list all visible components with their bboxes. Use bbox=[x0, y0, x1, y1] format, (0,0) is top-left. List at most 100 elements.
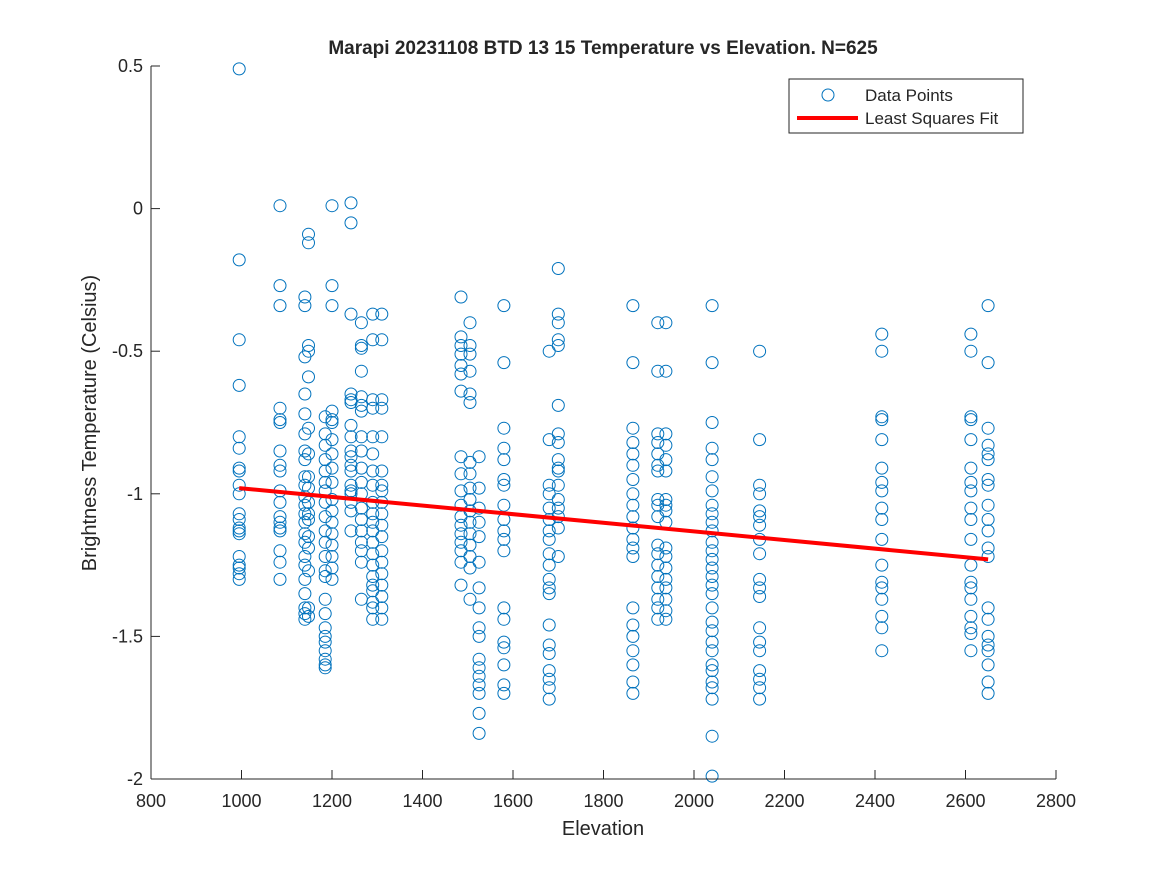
data-point bbox=[375, 401, 389, 415]
data-point bbox=[232, 464, 246, 478]
data-point bbox=[981, 686, 995, 700]
data-point bbox=[875, 484, 889, 498]
data-point bbox=[659, 427, 673, 441]
data-point bbox=[273, 458, 287, 472]
data-point bbox=[354, 316, 368, 330]
data-point bbox=[375, 590, 389, 603]
data-point bbox=[375, 578, 389, 592]
data-point bbox=[659, 453, 673, 467]
x-tick-label: 2000 bbox=[674, 791, 714, 811]
data-point bbox=[705, 664, 719, 678]
data-point bbox=[626, 356, 640, 370]
data-point bbox=[542, 524, 556, 538]
data-point bbox=[753, 581, 767, 595]
data-point bbox=[651, 427, 665, 441]
data-point bbox=[298, 527, 312, 541]
data-point bbox=[705, 356, 719, 370]
data-point bbox=[651, 464, 665, 478]
data-point bbox=[354, 535, 368, 549]
x-tick-label: 1800 bbox=[583, 791, 623, 811]
data-point bbox=[651, 538, 665, 552]
data-point bbox=[298, 444, 312, 458]
data-point bbox=[344, 196, 358, 210]
data-point bbox=[964, 475, 978, 489]
data-point bbox=[551, 339, 565, 352]
data-point bbox=[981, 356, 995, 370]
data-point bbox=[964, 513, 978, 526]
legend-marker-data-points bbox=[821, 88, 835, 102]
data-point bbox=[472, 652, 486, 666]
data-point bbox=[964, 532, 978, 546]
data-point bbox=[463, 515, 477, 529]
legend-box bbox=[788, 78, 1024, 134]
data-point bbox=[302, 564, 315, 578]
data-point bbox=[354, 501, 368, 515]
data-point bbox=[753, 635, 767, 649]
data-point bbox=[626, 629, 640, 643]
data-point bbox=[273, 515, 287, 529]
data-point bbox=[463, 467, 477, 481]
data-point bbox=[542, 478, 556, 492]
data-point bbox=[964, 433, 978, 447]
data-point bbox=[232, 513, 246, 526]
data-point bbox=[705, 484, 719, 498]
data-point bbox=[551, 521, 565, 535]
data-point bbox=[232, 572, 246, 586]
data-point bbox=[318, 564, 332, 578]
data-point bbox=[875, 327, 889, 341]
data-point bbox=[705, 535, 719, 549]
data-point bbox=[302, 344, 315, 358]
y-tick-label: -1.5 bbox=[112, 626, 143, 646]
data-point bbox=[551, 461, 565, 475]
data-point bbox=[551, 501, 565, 515]
data-point bbox=[366, 464, 380, 478]
data-point bbox=[659, 612, 673, 626]
data-point bbox=[551, 427, 565, 441]
data-point bbox=[542, 572, 556, 586]
x-tick-label: 1000 bbox=[221, 791, 261, 811]
data-point bbox=[232, 430, 246, 444]
x-tick-label: 1200 bbox=[312, 791, 352, 811]
data-point bbox=[472, 530, 486, 544]
data-point bbox=[551, 436, 565, 449]
data-point bbox=[454, 367, 468, 381]
data-point bbox=[753, 504, 767, 518]
data-point bbox=[542, 587, 556, 601]
data-point bbox=[875, 475, 889, 489]
data-point bbox=[651, 601, 665, 615]
data-point bbox=[344, 216, 358, 230]
data-point bbox=[705, 587, 719, 601]
data-point bbox=[626, 487, 640, 501]
data-point bbox=[659, 464, 673, 478]
data-point bbox=[497, 544, 511, 558]
y-ticks: -2 -1.5 -1 -0.5 0 0.5 bbox=[112, 56, 160, 789]
y-tick-label: 0.5 bbox=[118, 56, 143, 76]
data-point bbox=[659, 498, 673, 512]
data-point bbox=[626, 299, 640, 313]
data-point bbox=[875, 644, 889, 658]
data-point bbox=[542, 618, 556, 632]
data-point bbox=[875, 410, 889, 424]
data-point bbox=[626, 644, 640, 658]
data-point bbox=[463, 592, 477, 606]
data-point bbox=[232, 253, 246, 267]
data-point bbox=[551, 464, 565, 478]
data-point bbox=[232, 561, 246, 575]
data-point bbox=[273, 464, 287, 478]
data-point bbox=[705, 507, 719, 521]
data-point bbox=[354, 430, 368, 444]
data-point bbox=[232, 524, 246, 538]
data-point bbox=[302, 609, 315, 623]
data-point bbox=[472, 678, 486, 692]
data-point bbox=[273, 544, 287, 558]
data-point bbox=[366, 570, 380, 583]
data-point bbox=[651, 558, 665, 572]
data-point bbox=[753, 433, 767, 447]
data-point bbox=[551, 453, 565, 467]
data-point bbox=[981, 438, 995, 452]
data-point bbox=[354, 364, 368, 378]
data-point bbox=[325, 433, 339, 447]
data-point bbox=[454, 535, 468, 549]
data-point bbox=[318, 652, 332, 666]
data-point bbox=[626, 473, 640, 486]
